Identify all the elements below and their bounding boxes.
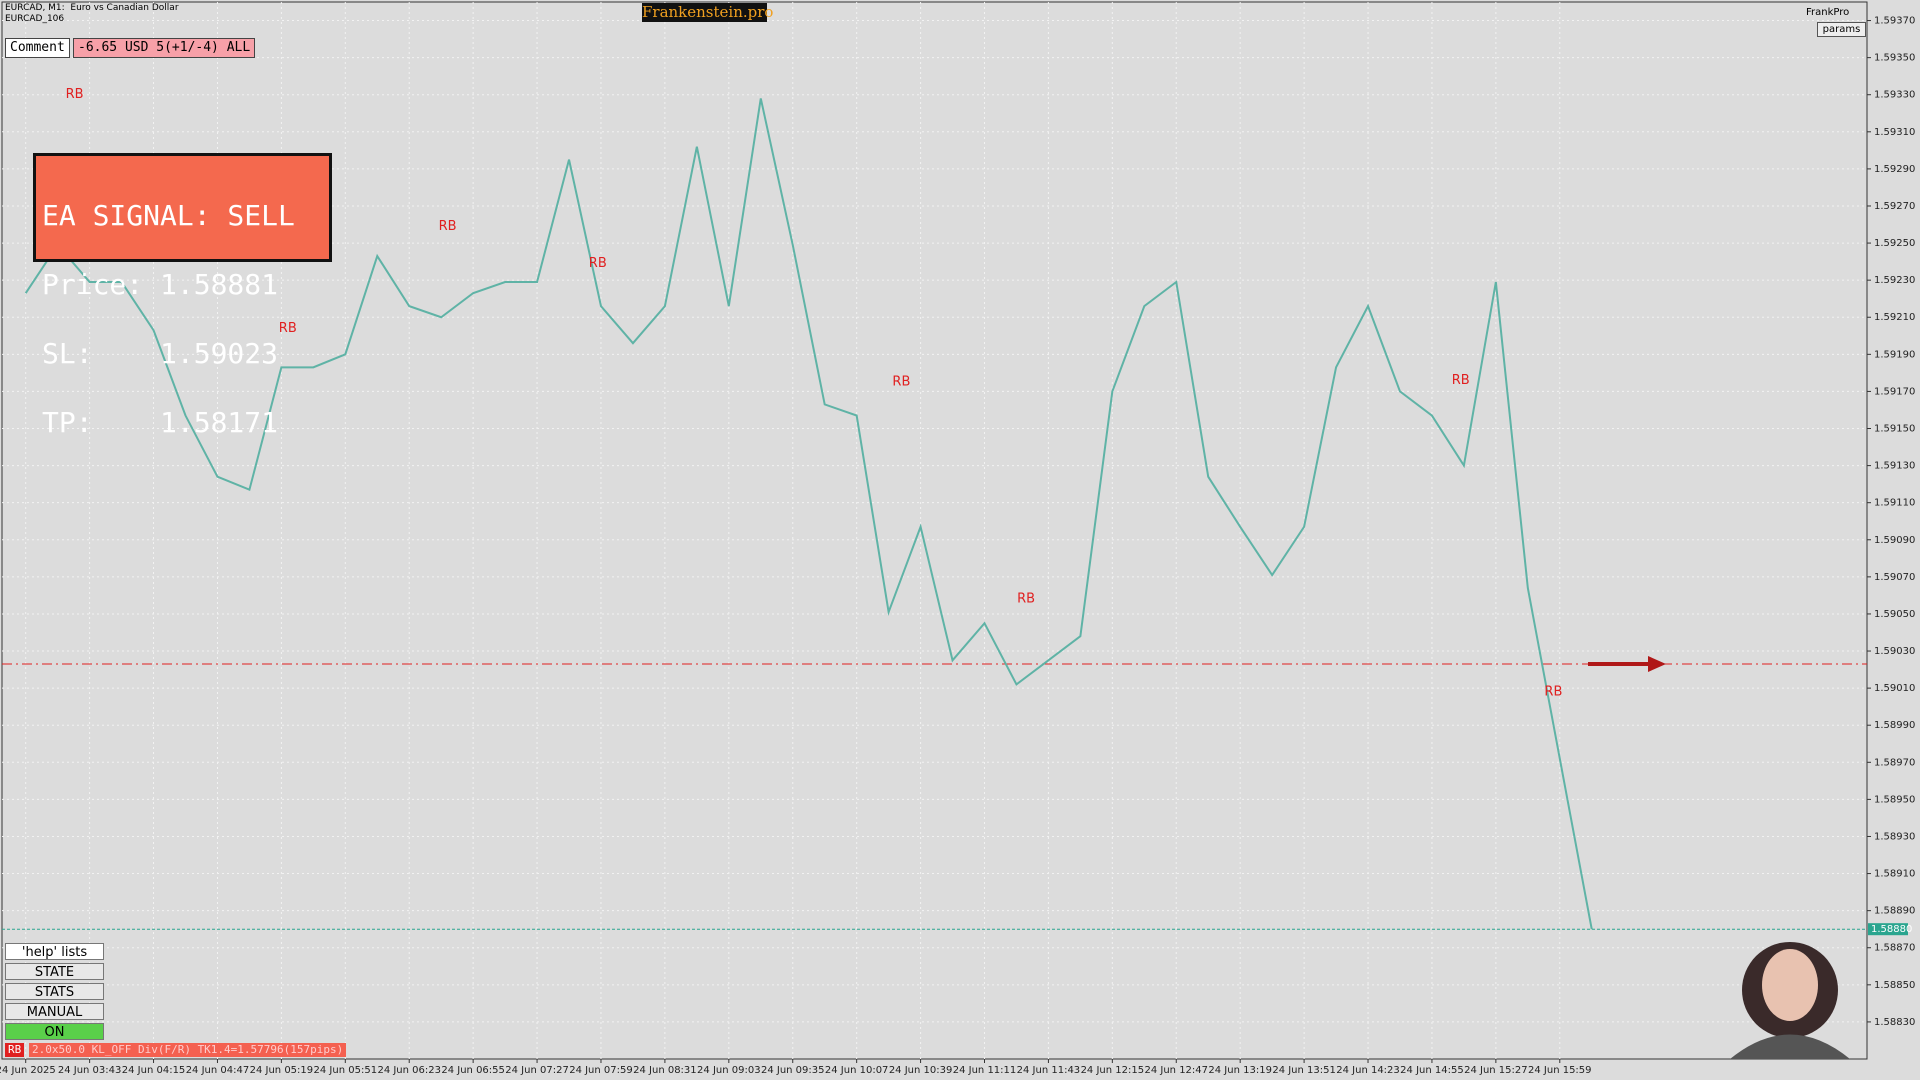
y-tick-label: 1.59370 [1874,16,1915,27]
x-tick-label: 24 Jun 10:07 [825,1065,889,1076]
annotation: RB [66,87,84,102]
y-tick-label: 1.59030 [1874,646,1915,657]
comment-text: -6.65 USD 5(+1/-4) ALL [73,38,256,58]
status-tag: RB [5,1043,25,1057]
annotation: RB [1017,592,1035,607]
x-tick-label: 24 Jun 09:03 [697,1065,761,1076]
y-tick-label: 1.59310 [1874,127,1915,138]
y-tick-label: 1.59170 [1874,386,1915,397]
annotation: RB [439,219,457,234]
y-tick-label: 1.59050 [1874,609,1915,620]
state-button[interactable]: STATE [5,963,104,980]
avatar [1730,942,1850,1059]
y-tick-label: 1.59250 [1874,238,1915,249]
help-hint: 'help' lists cmds [5,943,104,977]
bid-label: 1.58880 [1871,924,1912,935]
x-tick-label: 24 Jun 12:15 [1081,1065,1145,1076]
x-tick-label: 24 Jun 06:23 [377,1065,441,1076]
y-tick-label: 1.58830 [1874,1017,1915,1028]
on-button[interactable]: ON [5,1023,104,1040]
x-tick-label: 24 Jun 05:51 [314,1065,378,1076]
signal-line: SL: 1.59023 [42,337,279,370]
symbol: EURCAD, M1: Euro vs Canadian Dollar [5,3,179,13]
comment-label: Comment [5,38,70,58]
y-tick-label: 1.59330 [1874,90,1915,101]
y-tick-label: 1.58970 [1874,757,1915,768]
account: EURCAD_106 [5,14,65,24]
manual-button[interactable]: MANUAL [5,1003,104,1020]
signal-line: Price: 1.58881 [42,268,279,301]
y-tick-label: 1.59350 [1874,53,1915,64]
y-tick-label: 1.59270 [1874,201,1915,212]
annotation: RB [589,256,607,271]
x-tick-label: 24 Jun 15:27 [1464,1065,1528,1076]
price-line [24,98,1593,930]
y-tick-label: 1.59110 [1874,498,1915,509]
x-tick-label: 24 Jun 04:15 [122,1065,186,1076]
y-tick-label: 1.59070 [1874,572,1915,583]
stats-button[interactable]: STATS [5,983,104,1000]
y-tick-label: 1.58870 [1874,943,1915,954]
signal-box: EA SIGNAL: SELL Price: 1.58881 SL: 1.590… [33,153,332,437]
bid-tag [1868,923,1908,936]
x-tick-label: 24 Jun 06:55 [441,1065,505,1076]
annotation: RB [892,375,910,390]
x-tick-label: 24 Jun 12:47 [1144,1065,1208,1076]
x-tick-label: 24 Jun 08:31 [633,1065,697,1076]
y-tick-label: 1.58910 [1874,869,1915,880]
x-tick-label: 24 Jun 14:55 [1400,1065,1464,1076]
x-tick-label: 24 Jun 13:19 [1208,1065,1272,1076]
annotation: RB [1544,684,1562,699]
status-text: 2.0x50.0 KL_OFF Div(F/R) TK1.4=1.57796(1… [29,1043,347,1057]
signal-line: EA SIGNAL: SELL [42,199,295,232]
x-tick-label: 24 Jun 07:27 [505,1065,569,1076]
y-tick-label: 1.58890 [1874,906,1915,917]
x-tick-label: 24 Jun 07:59 [569,1065,633,1076]
y-tick-label: 1.59150 [1874,424,1915,435]
annotation: RB [279,321,297,336]
y-tick-label: 1.59010 [1874,683,1915,694]
x-tick-label: 24 Jun 13:51 [1272,1065,1336,1076]
y-tick-label: 1.59190 [1874,349,1915,360]
x-tick-label: 24 Jun 05:19 [250,1065,314,1076]
params-button[interactable]: params [1817,22,1866,37]
x-tick-label: 24 Jun 11:11 [953,1065,1017,1076]
x-tick-label: 24 Jun 04:47 [186,1065,250,1076]
x-tick-label: 24 Jun 2025 [0,1065,56,1076]
x-tick-label: 24 Jun 14:23 [1336,1065,1400,1076]
y-tick-label: 1.59090 [1874,535,1915,546]
x-tick-label: 24 Jun 10:39 [889,1065,953,1076]
y-tick-label: 1.58950 [1874,794,1915,805]
annotation: RB [1452,373,1470,388]
y-tick-label: 1.58990 [1874,720,1915,731]
y-tick-label: 1.58850 [1874,980,1915,991]
y-tick-label: 1.59130 [1874,461,1915,472]
y-tick-label: 1.59210 [1874,312,1915,323]
y-tick-label: 1.59230 [1874,275,1915,286]
x-tick-label: 24 Jun 09:35 [761,1065,825,1076]
x-tick-label: 24 Jun 11:43 [1017,1065,1081,1076]
user: FrankPro [1806,7,1850,18]
y-tick-label: 1.59290 [1874,164,1915,175]
x-tick-label: 24 Jun 03:43 [58,1065,122,1076]
brand: Frankenstein.pro [642,3,774,22]
arrow-head [1648,656,1666,672]
x-tick-label: 24 Jun 15:59 [1528,1065,1592,1076]
signal-line: TP: 1.58171 [42,406,279,439]
y-tick-label: 1.58930 [1874,831,1915,842]
